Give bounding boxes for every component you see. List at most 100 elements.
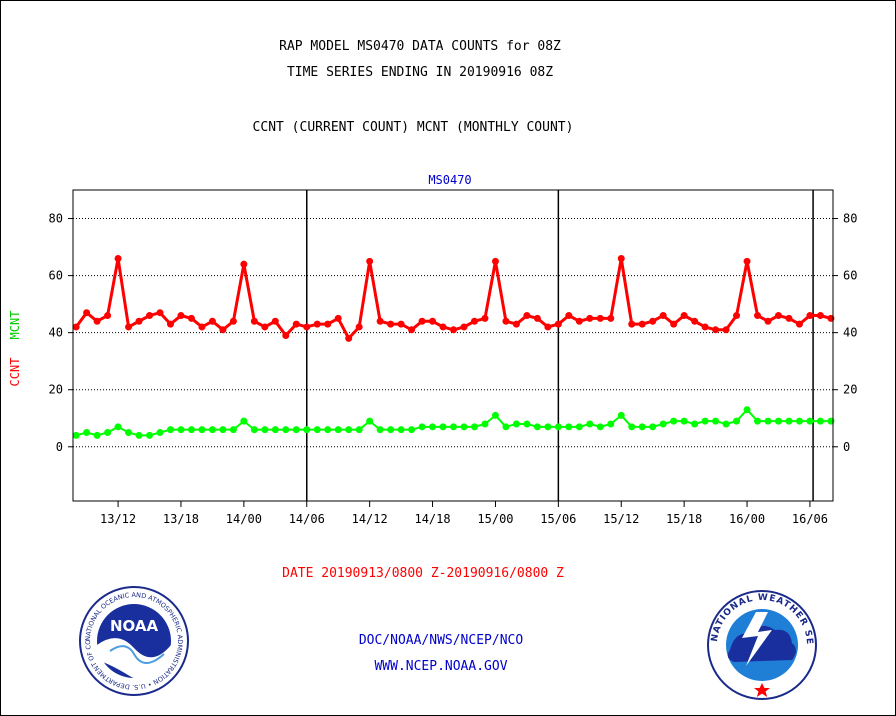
data-point-mcnt	[292, 426, 300, 434]
data-point-mcnt	[533, 423, 541, 431]
data-point-ccnt	[575, 317, 583, 325]
data-point-mcnt	[512, 420, 520, 428]
x-tick-label-14/06: 14/06	[289, 512, 325, 526]
data-point-ccnt	[502, 317, 510, 325]
data-point-ccnt	[104, 312, 112, 320]
data-point-ccnt	[764, 317, 772, 325]
data-point-ccnt	[261, 323, 269, 331]
data-point-ccnt	[795, 320, 803, 328]
data-point-ccnt	[439, 323, 447, 331]
data-point-mcnt	[795, 417, 803, 425]
data-point-mcnt	[156, 429, 164, 437]
data-point-mcnt	[303, 426, 311, 434]
x-tick-label-14/18: 14/18	[414, 512, 450, 526]
plot-frame	[72, 189, 834, 502]
data-point-ccnt	[156, 309, 164, 317]
x-tick-label-16/06: 16/06	[792, 512, 828, 526]
x-tick-label-14/12: 14/12	[352, 512, 388, 526]
data-point-mcnt	[166, 426, 174, 434]
data-point-ccnt	[470, 317, 478, 325]
data-point-mcnt	[722, 420, 730, 428]
data-point-mcnt	[429, 423, 437, 431]
data-point-mcnt	[376, 426, 384, 434]
data-point-ccnt	[135, 317, 143, 325]
data-point-mcnt	[628, 423, 636, 431]
url-link[interactable]: WWW.NCEP.NOAA.GOV	[374, 659, 508, 674]
data-point-mcnt	[439, 423, 447, 431]
data-point-mcnt	[638, 423, 646, 431]
data-point-ccnt	[712, 326, 720, 334]
data-point-ccnt	[533, 314, 541, 322]
data-point-ccnt	[166, 320, 174, 328]
data-point-ccnt	[418, 317, 426, 325]
y-axis-label-mcnt: MCNT	[8, 311, 22, 340]
data-point-ccnt	[219, 326, 227, 334]
x-tick-label-16/00: 16/00	[729, 512, 765, 526]
data-point-ccnt	[554, 320, 562, 328]
data-point-ccnt	[754, 312, 762, 320]
data-point-ccnt	[125, 323, 133, 331]
data-point-ccnt	[565, 312, 573, 320]
data-point-mcnt	[345, 426, 353, 434]
data-point-ccnt	[691, 317, 699, 325]
data-point-mcnt	[366, 417, 374, 425]
data-point-mcnt	[93, 431, 101, 439]
data-point-mcnt	[659, 420, 667, 428]
data-point-mcnt	[754, 417, 762, 425]
chart-title: MS0470	[428, 173, 471, 187]
data-point-ccnt	[408, 326, 416, 334]
data-point-ccnt	[638, 320, 646, 328]
data-point-ccnt	[292, 320, 300, 328]
data-point-mcnt	[607, 420, 615, 428]
data-point-ccnt	[659, 312, 667, 320]
data-point-ccnt	[649, 317, 657, 325]
data-point-ccnt	[229, 317, 237, 325]
data-point-mcnt	[219, 426, 227, 434]
data-point-mcnt	[586, 420, 594, 428]
data-point-mcnt	[208, 426, 216, 434]
data-point-mcnt	[523, 420, 531, 428]
data-point-mcnt	[408, 426, 416, 434]
data-point-mcnt	[261, 426, 269, 434]
data-point-mcnt	[135, 431, 143, 439]
data-point-mcnt	[481, 420, 489, 428]
data-point-ccnt	[680, 312, 688, 320]
data-point-ccnt	[816, 312, 824, 320]
data-point-ccnt	[617, 254, 625, 262]
data-point-ccnt	[324, 320, 332, 328]
data-point-ccnt	[481, 314, 489, 322]
data-point-ccnt	[271, 317, 279, 325]
data-point-mcnt	[104, 429, 112, 437]
data-point-ccnt	[114, 254, 122, 262]
data-point-mcnt	[712, 417, 720, 425]
data-point-mcnt	[743, 406, 751, 414]
y-tick-label-left-80: 80	[49, 212, 63, 226]
data-point-ccnt	[83, 309, 91, 317]
data-point-ccnt	[544, 323, 552, 331]
data-point-ccnt	[429, 317, 437, 325]
data-point-mcnt	[146, 431, 154, 439]
noaa-logo: NATIONAL OCEANIC AND ATMOSPHERIC ADMINIS…	[0, 0, 189, 696]
data-point-mcnt	[271, 426, 279, 434]
data-point-ccnt	[376, 317, 384, 325]
data-point-ccnt	[387, 320, 395, 328]
data-point-ccnt	[670, 320, 678, 328]
data-point-mcnt	[649, 423, 657, 431]
y-tick-label-left-0: 0	[56, 440, 63, 454]
data-point-mcnt	[418, 423, 426, 431]
data-point-mcnt	[596, 423, 604, 431]
data-point-ccnt	[596, 314, 604, 322]
data-point-ccnt	[743, 257, 751, 265]
date-range-label: DATE 20190913/0800 Z-20190916/0800 Z	[282, 566, 564, 581]
data-point-ccnt	[628, 320, 636, 328]
grid-layer	[73, 190, 833, 501]
data-point-mcnt	[198, 426, 206, 434]
data-point-ccnt	[733, 312, 741, 320]
y-tick-label-left-20: 20	[49, 383, 63, 397]
data-point-mcnt	[670, 417, 678, 425]
header-title-line2: TIME SERIES ENDING IN 20190916 08Z	[286, 65, 554, 80]
data-point-ccnt	[397, 320, 405, 328]
data-point-ccnt	[282, 332, 290, 340]
org-label: DOC/NOAA/NWS/NCEP/NCO	[358, 633, 524, 648]
data-point-mcnt	[229, 426, 237, 434]
